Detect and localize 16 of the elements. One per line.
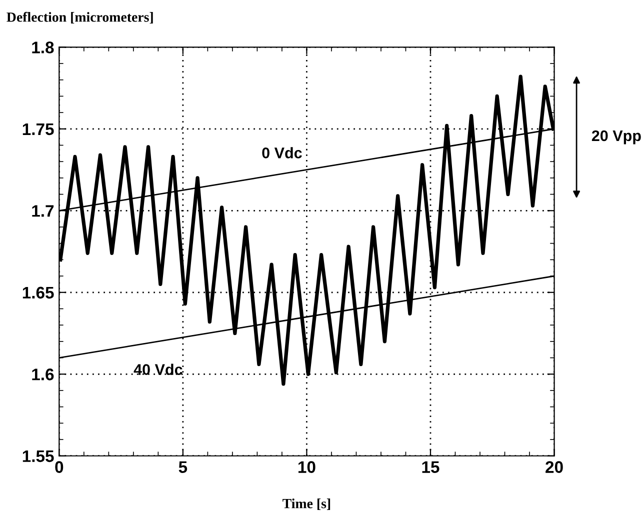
- y-axis-title: Deflection [micrometers]: [6, 12, 153, 24]
- y-tick-label: 1.75: [22, 123, 54, 136]
- x-axis-title: Time [s]: [282, 498, 330, 510]
- y-tick-label: 1.6: [32, 368, 54, 380]
- series-label: 0 Vdc: [262, 147, 302, 158]
- y-tick-label: 1.7: [32, 205, 54, 217]
- y-tick-label: 1.55: [22, 450, 54, 462]
- x-tick-label: 20: [546, 461, 563, 473]
- y-tick-label: 1.65: [22, 286, 54, 299]
- y-tick-label: 1.8: [32, 42, 54, 54]
- text: 20 Vpp: [592, 130, 641, 144]
- series-label: 40 Vdc: [134, 364, 182, 375]
- x-tick-label: 10: [298, 461, 316, 473]
- x-tick-label: 0: [55, 461, 64, 473]
- x-tick-label: 15: [422, 461, 440, 473]
- x-tick-label: 5: [178, 461, 188, 473]
